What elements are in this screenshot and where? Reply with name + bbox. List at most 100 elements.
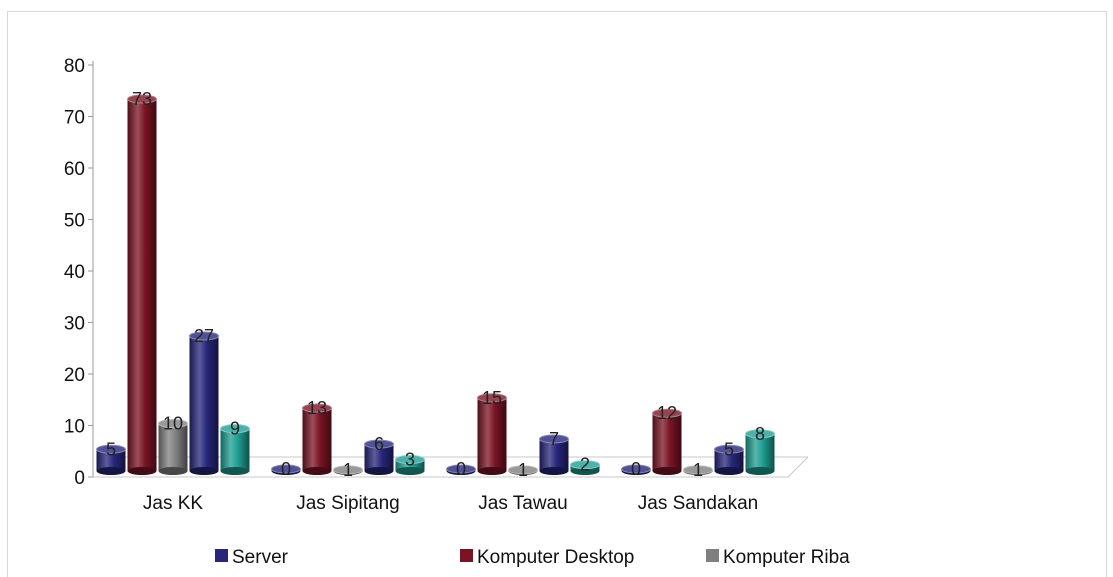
bar-top (158, 419, 188, 428)
bar (570, 460, 600, 475)
bar-top (220, 424, 250, 434)
y-tick-label: 10 (64, 417, 85, 438)
data-label: 6 (374, 434, 384, 454)
bar-body (189, 335, 219, 471)
legend-entry: Komputer Desktop (460, 547, 634, 568)
data-label: 5 (106, 439, 116, 459)
y-tick-label: 70 (64, 108, 85, 129)
data-label: 7 (549, 429, 559, 449)
data-label: 1 (343, 460, 353, 480)
bar (745, 429, 775, 475)
data-label: 8 (755, 424, 765, 444)
y-tick-label: 80 (64, 56, 85, 77)
bar-base (302, 467, 332, 475)
bar-top (96, 444, 126, 454)
bar (189, 331, 219, 475)
bar (364, 439, 394, 475)
bar-base (477, 467, 507, 475)
bar-base (158, 467, 188, 475)
data-label: 13 (307, 398, 327, 418)
bar-body (158, 423, 188, 471)
bar-top (446, 464, 476, 474)
bar-base (570, 467, 600, 475)
legend-label: Komputer Riba (723, 547, 850, 568)
y-tick-label: 30 (64, 314, 85, 335)
bar-body (652, 413, 682, 471)
bar (508, 465, 538, 475)
bar-top (189, 331, 219, 341)
bar (96, 444, 126, 475)
bar-body (477, 397, 507, 471)
bar-base (714, 467, 744, 475)
bar (395, 455, 425, 475)
bar-top (570, 460, 600, 470)
data-label: 1 (693, 460, 703, 480)
legend-swatch (215, 549, 228, 562)
bar (302, 403, 332, 475)
legend-swatch (706, 549, 719, 562)
bar-top (683, 465, 713, 475)
x-category-label: Jas KK (143, 493, 204, 514)
data-label: 0 (281, 459, 291, 479)
floor-side-line (787, 456, 809, 478)
bar (271, 464, 301, 475)
bar-top (127, 94, 157, 104)
bar-top (364, 439, 394, 449)
bar (539, 434, 569, 475)
legend-entry: Server (215, 547, 289, 568)
bar-top (395, 455, 425, 465)
bar (714, 444, 744, 475)
y-tick-label: 0 (74, 468, 85, 489)
bar-body (96, 449, 126, 471)
bar-top (271, 464, 301, 474)
chart-frame (7, 11, 1107, 577)
bar-top (508, 465, 538, 475)
y-tick-label: 40 (64, 262, 85, 283)
bar-base (395, 467, 425, 475)
bar-base (364, 467, 394, 475)
bar-body (127, 99, 157, 472)
data-label: 10 (163, 414, 183, 434)
bar (652, 408, 682, 475)
bar-top (333, 465, 363, 475)
bar (477, 393, 507, 475)
bar (446, 464, 476, 475)
bar-top (714, 444, 744, 454)
bar-body (395, 459, 425, 471)
bar-base (96, 467, 126, 475)
data-label: 9 (230, 419, 240, 439)
bar-body (714, 449, 744, 471)
bar (621, 464, 651, 475)
bar (333, 465, 363, 475)
bar-base (189, 467, 219, 475)
bar-top (745, 429, 775, 439)
chart-legend: Server Komputer Desktop Komputer Riba (215, 547, 850, 568)
legend-entry: Komputer Riba (706, 547, 850, 568)
legend-label: Komputer Desktop (477, 547, 634, 568)
bar (158, 419, 188, 475)
bar-body (745, 433, 775, 471)
bar-top (652, 408, 682, 418)
bar-top (302, 403, 332, 413)
bar-base (652, 467, 682, 475)
data-label: 3 (405, 450, 415, 470)
data-label: 1 (518, 460, 528, 480)
legend-label: Server (232, 547, 289, 568)
x-category-label: Jas Tawau (478, 493, 567, 514)
bar (127, 94, 157, 475)
x-category-label: Jas Sipitang (296, 493, 400, 514)
bar (220, 424, 250, 475)
y-tick-label: 60 (64, 159, 85, 180)
bar-top (621, 464, 651, 474)
data-label: 0 (631, 459, 641, 479)
bar-base (745, 467, 775, 475)
bar-base (127, 467, 157, 475)
data-label: 27 (194, 326, 214, 346)
data-label: 2 (580, 455, 590, 475)
data-label: 15 (482, 388, 502, 408)
bar-top (477, 393, 507, 403)
bar-body (539, 438, 569, 471)
